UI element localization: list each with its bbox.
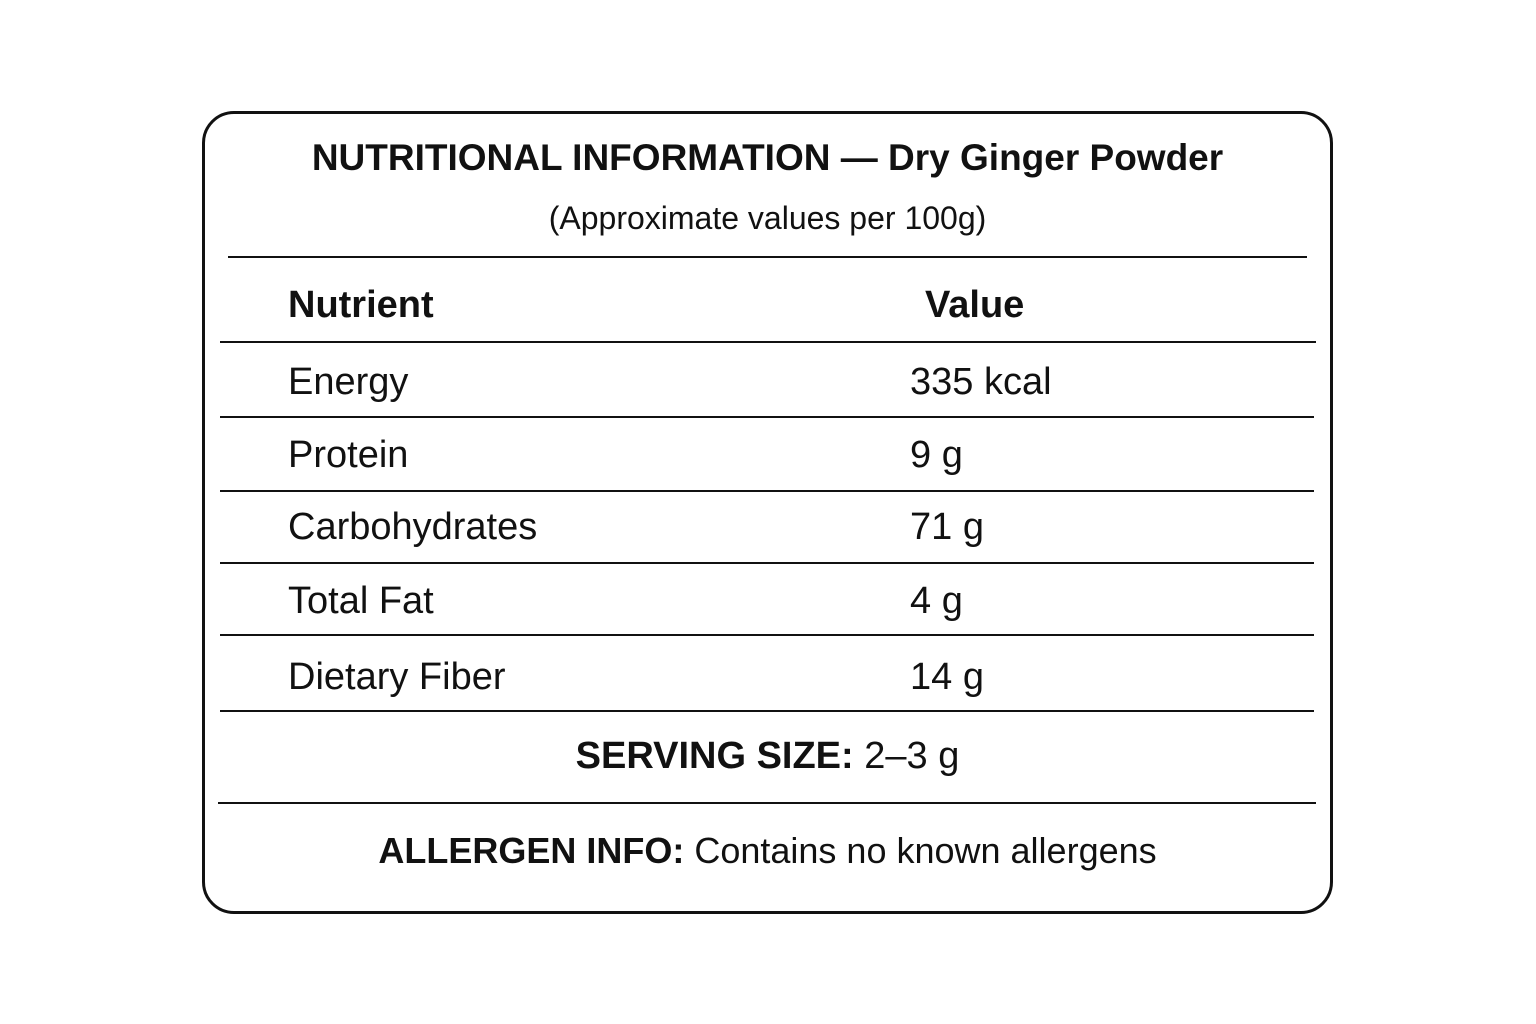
- serving-label: SERVING SIZE:: [575, 735, 854, 777]
- nutrient-value: 4 g: [910, 580, 963, 622]
- divider: [228, 256, 1307, 258]
- divider: [220, 341, 1316, 343]
- divider: [220, 710, 1314, 712]
- title-separator: —: [840, 137, 878, 178]
- title: NUTRITIONAL INFORMATION — Dry Ginger Pow…: [202, 133, 1333, 183]
- allergen-info: ALLERGEN INFO: Contains no known allerge…: [202, 826, 1333, 876]
- allergen-label: ALLERGEN INFO:: [378, 830, 685, 871]
- nutrient-name: Dietary Fiber: [288, 656, 506, 698]
- nutrient-value: 71 g: [910, 506, 984, 548]
- divider: [220, 490, 1314, 492]
- nutrient-value: 9 g: [910, 434, 963, 476]
- serving-size: SERVING SIZE: 2–3 g: [202, 731, 1333, 781]
- label-frame: [202, 111, 1333, 914]
- title-heading: NUTRITIONAL INFORMATION: [311, 137, 831, 178]
- header-cell: Nutrient: [288, 284, 434, 326]
- title-product: Dry Ginger Powder: [888, 137, 1224, 178]
- allergen-value: Contains no known allergens: [694, 830, 1157, 871]
- divider: [220, 416, 1314, 418]
- nutrient-value: 14 g: [910, 656, 984, 698]
- header-cell: Value: [925, 284, 1025, 326]
- divider: [218, 802, 1316, 804]
- serving-value: 2–3 g: [864, 735, 960, 777]
- nutrient-name: Total Fat: [288, 580, 434, 622]
- nutrient-value: 335 kcal: [910, 361, 1052, 403]
- subtitle: (Approximate values per 100g): [548, 200, 987, 236]
- divider: [220, 562, 1314, 564]
- divider: [220, 634, 1314, 636]
- nutrient-name: Carbohydrates: [288, 506, 538, 548]
- nutrient-name: Protein: [288, 434, 409, 476]
- nutrient-name: Energy: [288, 361, 409, 403]
